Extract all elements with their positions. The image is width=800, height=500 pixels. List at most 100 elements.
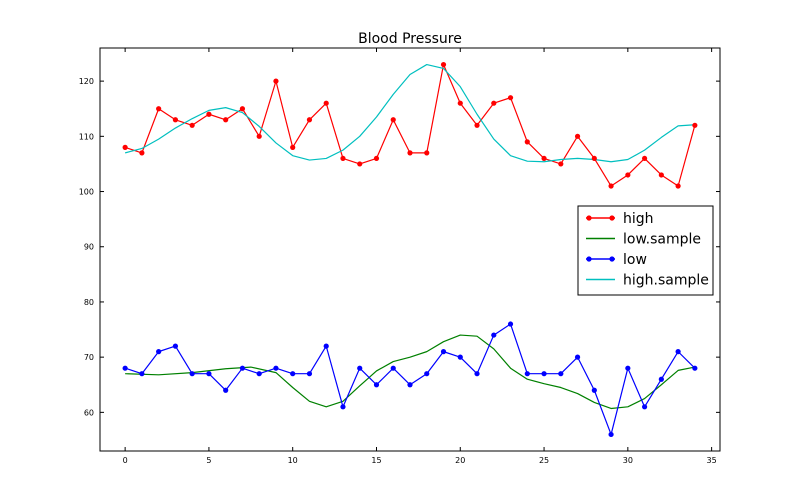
series-line-high [124,63,696,187]
point-low [591,387,597,393]
series-line-low-sample [125,334,695,410]
x-tick-label: 10 [288,456,298,465]
point-high [541,155,547,162]
point-low [256,371,262,377]
point-high [306,117,313,123]
point-high [239,106,246,112]
point-low [641,404,648,410]
point-high [172,117,179,123]
x-tick-label: 0 [123,456,128,465]
point-low [407,382,413,388]
point-low [625,365,631,371]
point-high [390,117,396,123]
point-high [206,111,212,117]
point-low [156,349,162,355]
point-low [206,371,212,377]
legend-marker [609,256,615,262]
point-high [641,155,648,162]
point-low [474,371,480,377]
point-low [122,365,128,371]
point-high [675,183,681,189]
y-axis: 60 70 80 90 100 110 120 [79,77,720,417]
point-low [658,376,664,382]
point-low [558,371,564,377]
legend-marker [609,215,615,221]
point-high [256,133,262,139]
point-high [474,122,480,128]
plot-markers [122,61,698,438]
y-tick-label: 110 [79,132,94,141]
y-tick-label: 90 [84,243,94,252]
point-high [591,155,597,162]
point-low [340,404,346,410]
point-high [424,150,430,156]
point-high [658,172,664,178]
point-high [373,155,380,162]
point-low [491,332,497,338]
point-low [424,371,430,377]
point-high [189,122,195,128]
point-high [608,183,614,189]
point-low [273,365,279,371]
point-high [407,150,413,156]
point-low [692,365,698,371]
y-tick-label: 80 [84,298,94,307]
x-tick-label: 20 [455,456,465,465]
legend-marker [586,256,592,262]
y-tick-label: 120 [79,77,94,86]
point-low [574,354,581,360]
point-low [541,371,547,377]
point-high [625,172,631,178]
x-tick-label: 25 [539,456,549,465]
point-high [574,133,581,139]
point-low [323,343,329,349]
legend-label: low.sample [623,232,701,248]
point-low [440,349,447,355]
point-high [290,144,296,150]
point-low [390,365,396,371]
point-low [139,371,145,377]
point-low [189,371,195,377]
point-high [491,100,497,106]
point-high [122,144,128,150]
point-low [373,382,380,388]
point-low [608,431,614,438]
x-tick-label: 5 [206,456,211,465]
point-low [457,354,463,360]
point-low [357,365,363,371]
point-low [290,371,296,377]
plot-frame [99,47,721,452]
chart-title: Blood Pressure [358,31,462,47]
point-high [323,100,329,106]
legend-label: high.sample [623,273,709,289]
point-low [239,365,246,371]
point-high [156,106,162,112]
legend-label: low [623,252,647,268]
y-tick-label: 70 [84,353,94,362]
y-tick-label: 100 [79,188,94,197]
x-tick-label: 35 [707,456,717,465]
point-high [139,150,145,156]
x-tick-label: 30 [623,456,633,465]
x-tick-label: 15 [371,456,381,465]
series-line-low [124,323,696,436]
point-low [223,387,229,393]
legend: high low.sample low high.sample [577,205,714,296]
legend-marker [586,215,592,221]
series-line-high-sample [124,63,695,163]
point-high [357,161,363,167]
point-high [457,100,463,106]
point-high [440,61,447,68]
point-low [524,371,530,377]
point-high [507,95,514,101]
legend-label: high [623,211,654,227]
point-high [273,78,279,84]
point-high [692,122,698,128]
y-tick-label: 60 [84,408,94,417]
point-high [558,161,564,167]
point-high [223,117,229,123]
point-low [507,321,514,327]
point-low [172,343,179,349]
point-high [340,155,346,162]
